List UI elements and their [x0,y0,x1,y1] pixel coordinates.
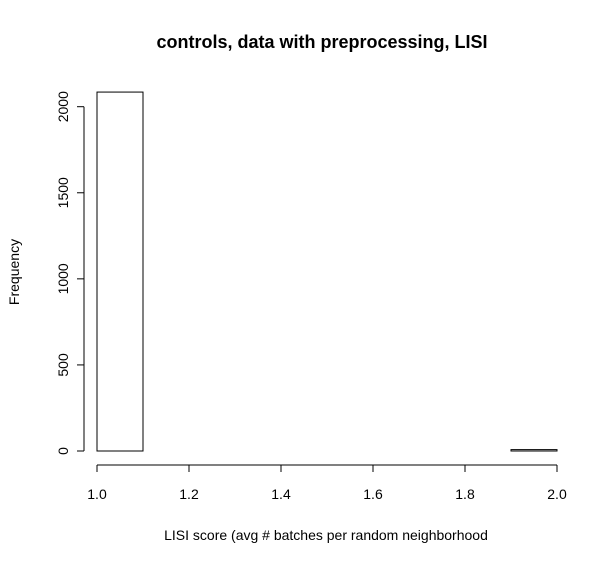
histogram-bar-0 [96,91,144,452]
x-tick-label-4: 1.8 [455,486,475,502]
y-tick-label-0: 0 [55,447,71,455]
x-tick-label-2: 1.4 [271,486,291,502]
y-axis: 0 500 1000 1500 2000 [55,91,85,455]
y-tick-label-1: 500 [55,353,71,377]
x-tick-label-1: 1.2 [179,486,199,502]
bars-layer [96,91,558,452]
x-axis: 1.0 1.2 1.4 1.6 1.8 2.0 [87,464,567,502]
y-tick-label-4: 2000 [55,91,71,122]
x-tick-label-3: 1.6 [363,486,383,502]
y-axis-label: Frequency [6,239,22,305]
x-tick-label-5: 2.0 [547,486,567,502]
y-tick-label-3: 1500 [55,177,71,208]
x-axis-label: LISI score (avg # batches per random nei… [164,527,488,543]
histogram-bar-9 [510,449,558,452]
x-tick-label-0: 1.0 [87,486,107,502]
chart-title: controls, data with preprocessing, LISI [156,32,487,52]
y-tick-label-2: 1000 [55,263,71,294]
